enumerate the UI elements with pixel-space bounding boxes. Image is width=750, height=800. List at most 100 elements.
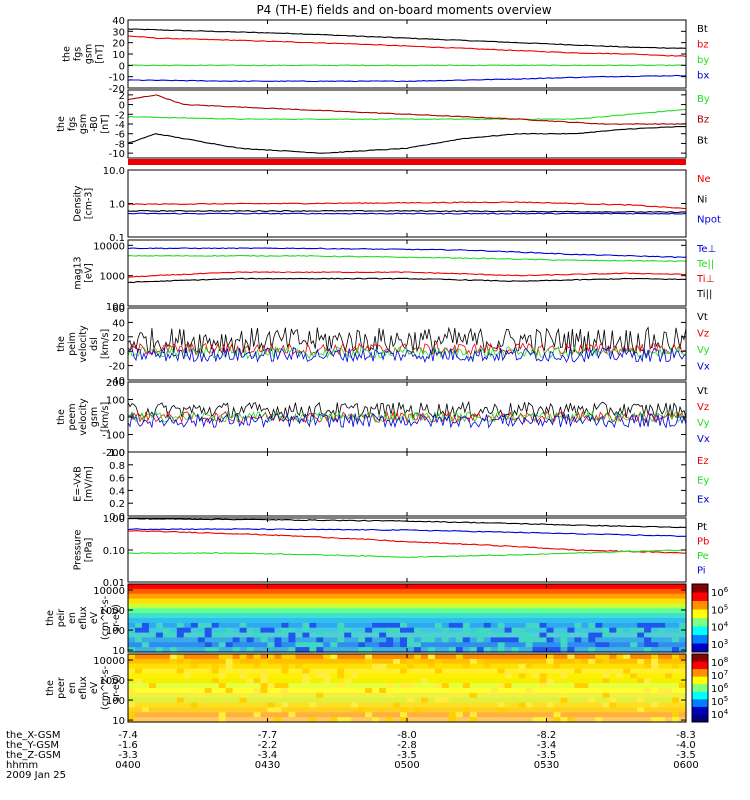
spectrogram-cell	[358, 707, 366, 713]
spectrogram-cell	[679, 584, 687, 590]
spectrogram-cell	[658, 702, 666, 709]
series-line-Pe	[127, 549, 687, 559]
spectrogram-cell	[630, 608, 638, 614]
spectrogram-cell	[162, 697, 171, 704]
spectrogram-cell	[211, 668, 220, 675]
spectrogram-cell	[644, 593, 652, 600]
spectrogram-cell	[302, 668, 310, 675]
spectrogram-cell	[518, 608, 527, 614]
spectrogram-cell	[295, 603, 303, 609]
spectrogram-cell	[595, 683, 603, 689]
spectrogram-cell	[344, 658, 352, 665]
spectrogram-cell	[504, 692, 513, 699]
spectrogram-cell	[407, 678, 415, 684]
spectrogram-cell	[176, 673, 185, 679]
spectrogram-cell	[616, 654, 624, 660]
spectrogram-cell	[448, 637, 457, 643]
spectrogram-cell	[588, 642, 596, 648]
spectrogram-cell	[483, 668, 492, 675]
colorbar-segment	[692, 626, 708, 636]
spectrogram-cell	[407, 584, 415, 590]
spectrogram-cell	[469, 632, 478, 639]
spectrogram-cell	[532, 678, 541, 684]
spectrogram-cell	[455, 673, 464, 679]
spectrogram-cell	[211, 622, 220, 629]
spectrogram-cell	[497, 717, 506, 723]
spectrogram-cell	[511, 668, 520, 675]
spectrogram-cell	[560, 683, 569, 689]
spectrogram-cell	[448, 613, 457, 619]
spectrogram-cell	[483, 613, 492, 619]
spectrogram-cell	[518, 702, 527, 709]
spectrogram-cell	[462, 702, 471, 709]
spectrogram-cell	[162, 618, 171, 624]
spectrogram-cell	[630, 692, 638, 699]
ytick-label: 100	[106, 302, 125, 313]
spectrogram-cell	[434, 642, 443, 648]
spectrogram-cell	[253, 588, 262, 595]
spectrogram-cell	[602, 692, 610, 699]
spectrogram-cell	[476, 584, 485, 590]
spectrogram-cell	[225, 642, 234, 648]
spectrogram-cell	[260, 712, 269, 718]
spectrogram-cell	[525, 647, 534, 653]
spectrogram-cell	[414, 593, 422, 600]
spectrogram-cell	[309, 647, 317, 653]
ytick-label: 0.0	[109, 512, 125, 523]
panel-10: 10410510610710810100100010000thepeerenef…	[45, 653, 729, 727]
spectrogram-cell	[183, 622, 192, 629]
spectrogram-cell	[148, 613, 157, 619]
spectrogram-cell	[574, 588, 582, 595]
spectrogram-cell	[183, 598, 192, 605]
spectrogram-cell	[365, 603, 373, 609]
spectrogram-cell	[434, 608, 443, 614]
spectrogram-cell	[148, 678, 157, 684]
spectrogram-cell	[246, 584, 255, 590]
spectrogram-cell	[316, 683, 324, 689]
spectrogram-cell	[581, 647, 589, 653]
spectrogram-cell	[497, 588, 506, 595]
spectrogram-cell	[218, 707, 227, 713]
spectrogram-cell	[665, 622, 673, 629]
spectrogram-cell	[316, 627, 324, 634]
spectrogram-cell	[476, 627, 485, 634]
spectrogram-cell	[141, 584, 150, 590]
spectrogram-cell	[407, 627, 415, 634]
spectrogram-cell	[239, 603, 248, 609]
spectrogram-cell	[281, 593, 289, 600]
spectrogram-cell	[358, 584, 366, 590]
spectrogram-cell	[595, 632, 603, 639]
spectrogram-cell	[665, 647, 673, 653]
spectrogram-cell	[358, 603, 366, 609]
spectrogram-cell	[379, 608, 387, 614]
spectrogram-cell	[400, 598, 408, 605]
spectrogram-cell	[476, 642, 485, 648]
spectrogram-cell	[176, 668, 185, 675]
spectrogram-cell	[490, 673, 499, 679]
spectrogram-cell	[379, 598, 387, 605]
spectrogram-cell	[295, 697, 303, 704]
spectrogram-cell	[602, 618, 610, 624]
spectrogram-cell	[574, 683, 582, 689]
spectrogram-cell	[504, 702, 513, 709]
spectrogram-cell	[358, 654, 366, 660]
spectrogram-cell	[441, 584, 450, 590]
spectrogram-cell	[365, 642, 373, 648]
spectrogram-cell	[588, 654, 596, 660]
series-line-Ti||	[127, 277, 687, 284]
spectrogram-cell	[434, 613, 443, 619]
spectrogram-cell	[427, 707, 436, 713]
spectrogram-cell	[560, 678, 569, 684]
spectrogram-cell	[630, 618, 638, 624]
spectrogram-cell	[281, 683, 289, 689]
spectrogram-cell	[560, 627, 569, 634]
spectrogram-cell	[567, 618, 575, 624]
spectrogram-cell	[379, 692, 387, 699]
spectrogram-cell	[637, 598, 645, 605]
spectrogram-cell	[295, 678, 303, 684]
spectrogram-cell	[372, 627, 380, 634]
spectrogram-cell	[225, 593, 234, 600]
spectrogram-cell	[407, 603, 415, 609]
spectrogram-cell	[448, 588, 457, 595]
